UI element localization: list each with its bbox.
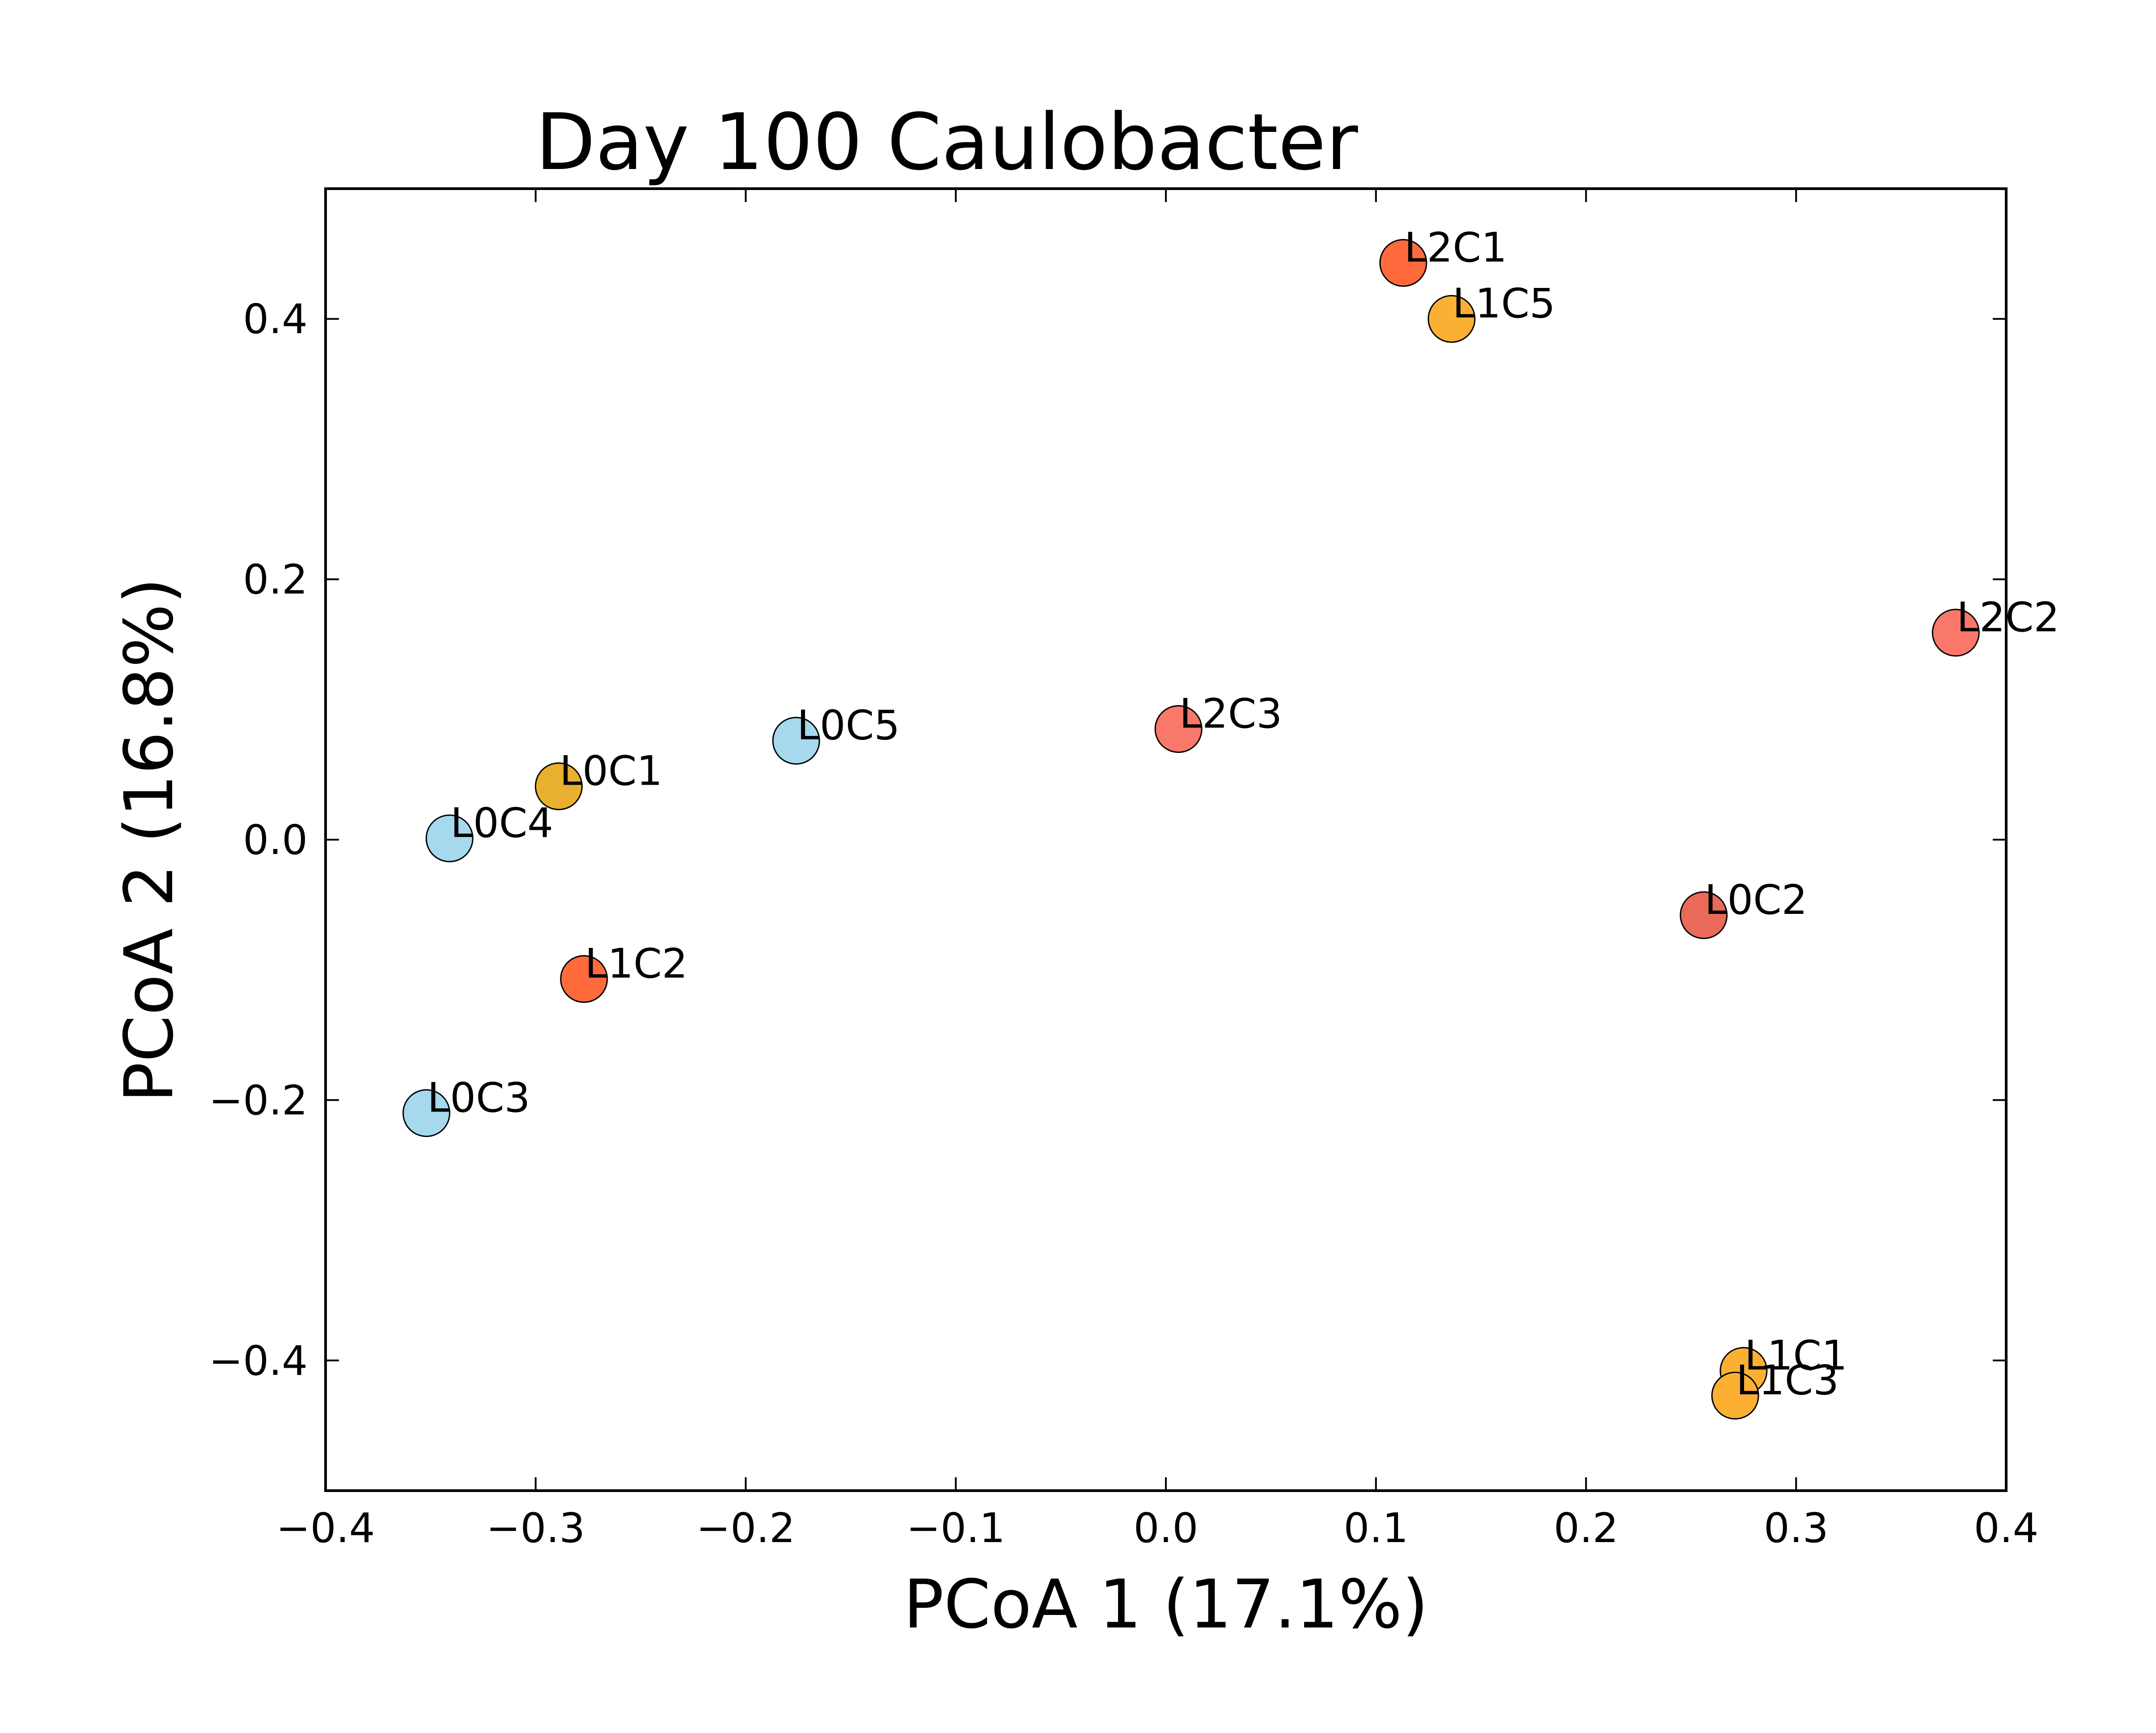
x-tick-label: 0.1	[1343, 1505, 1408, 1552]
data-point-l1c2	[560, 955, 608, 1003]
x-axis-ticks: −0.4 −0.3 −0.2 −0.1 0.0 0.1 0.2 0.3 0.4	[276, 189, 2039, 1552]
point-label-l2c3: L2C3	[1179, 690, 1282, 737]
x-tick-label: −0.4	[276, 1505, 375, 1552]
data-point-l2c3	[1154, 705, 1203, 753]
data-point-l0c5	[772, 717, 820, 765]
point-label-l1c5: L1C5	[1453, 280, 1555, 327]
x-tick-label: 0.2	[1554, 1505, 1618, 1552]
point-label-l0c5: L0C5	[797, 702, 900, 749]
data-point-l1c5	[1427, 295, 1476, 343]
y-tick-label: −0.2	[209, 1077, 308, 1124]
point-label-l0c3: L0C3	[427, 1075, 530, 1122]
data-point-l0c3	[402, 1089, 450, 1137]
point-label-l1c3: L1C3	[1736, 1357, 1839, 1404]
x-axis-label: PCoA 1 (17.1%)	[903, 1566, 1428, 1644]
y-tick-label: 0.4	[243, 296, 308, 343]
chart-title: Day 100 Caulobacter	[535, 97, 1358, 188]
y-tick-label: 0.0	[243, 817, 308, 864]
data-point-l1c3	[1711, 1371, 1759, 1420]
point-label-l1c1: L1C1	[1745, 1332, 1847, 1379]
x-tick-label: −0.3	[486, 1505, 585, 1552]
point-label-l2c1: L2C1	[1404, 224, 1507, 271]
data-points	[402, 239, 1980, 1420]
data-point-l2c2	[1932, 609, 1980, 657]
data-point-l0c2	[1680, 891, 1728, 939]
x-tick-label: 0.4	[1974, 1505, 2039, 1552]
x-tick-label: 0.3	[1764, 1505, 1829, 1552]
y-axis-label: PCoA 2 (16.8%)	[110, 578, 188, 1103]
y-tick-label: −0.4	[209, 1338, 308, 1385]
point-label-l0c1: L0C1	[559, 748, 662, 795]
point-label-l0c2: L0C2	[1705, 877, 1808, 924]
data-point-l2c1	[1379, 239, 1427, 287]
data-point-l0c1	[534, 762, 583, 811]
y-axis-ticks: −0.4 −0.2 0.0 0.2 0.4	[209, 296, 2006, 1385]
x-tick-label: −0.1	[906, 1505, 1005, 1552]
data-point-l0c4	[425, 814, 474, 862]
x-tick-label: 0.0	[1134, 1505, 1199, 1552]
point-label-l1c2: L1C2	[585, 941, 688, 988]
plot-frame	[324, 187, 2008, 1492]
point-label-l2c2: L2C2	[1957, 594, 2059, 641]
x-tick-label: −0.2	[696, 1505, 795, 1552]
y-tick-label: 0.2	[243, 557, 308, 604]
point-label-l0c4: L0C4	[450, 800, 553, 847]
